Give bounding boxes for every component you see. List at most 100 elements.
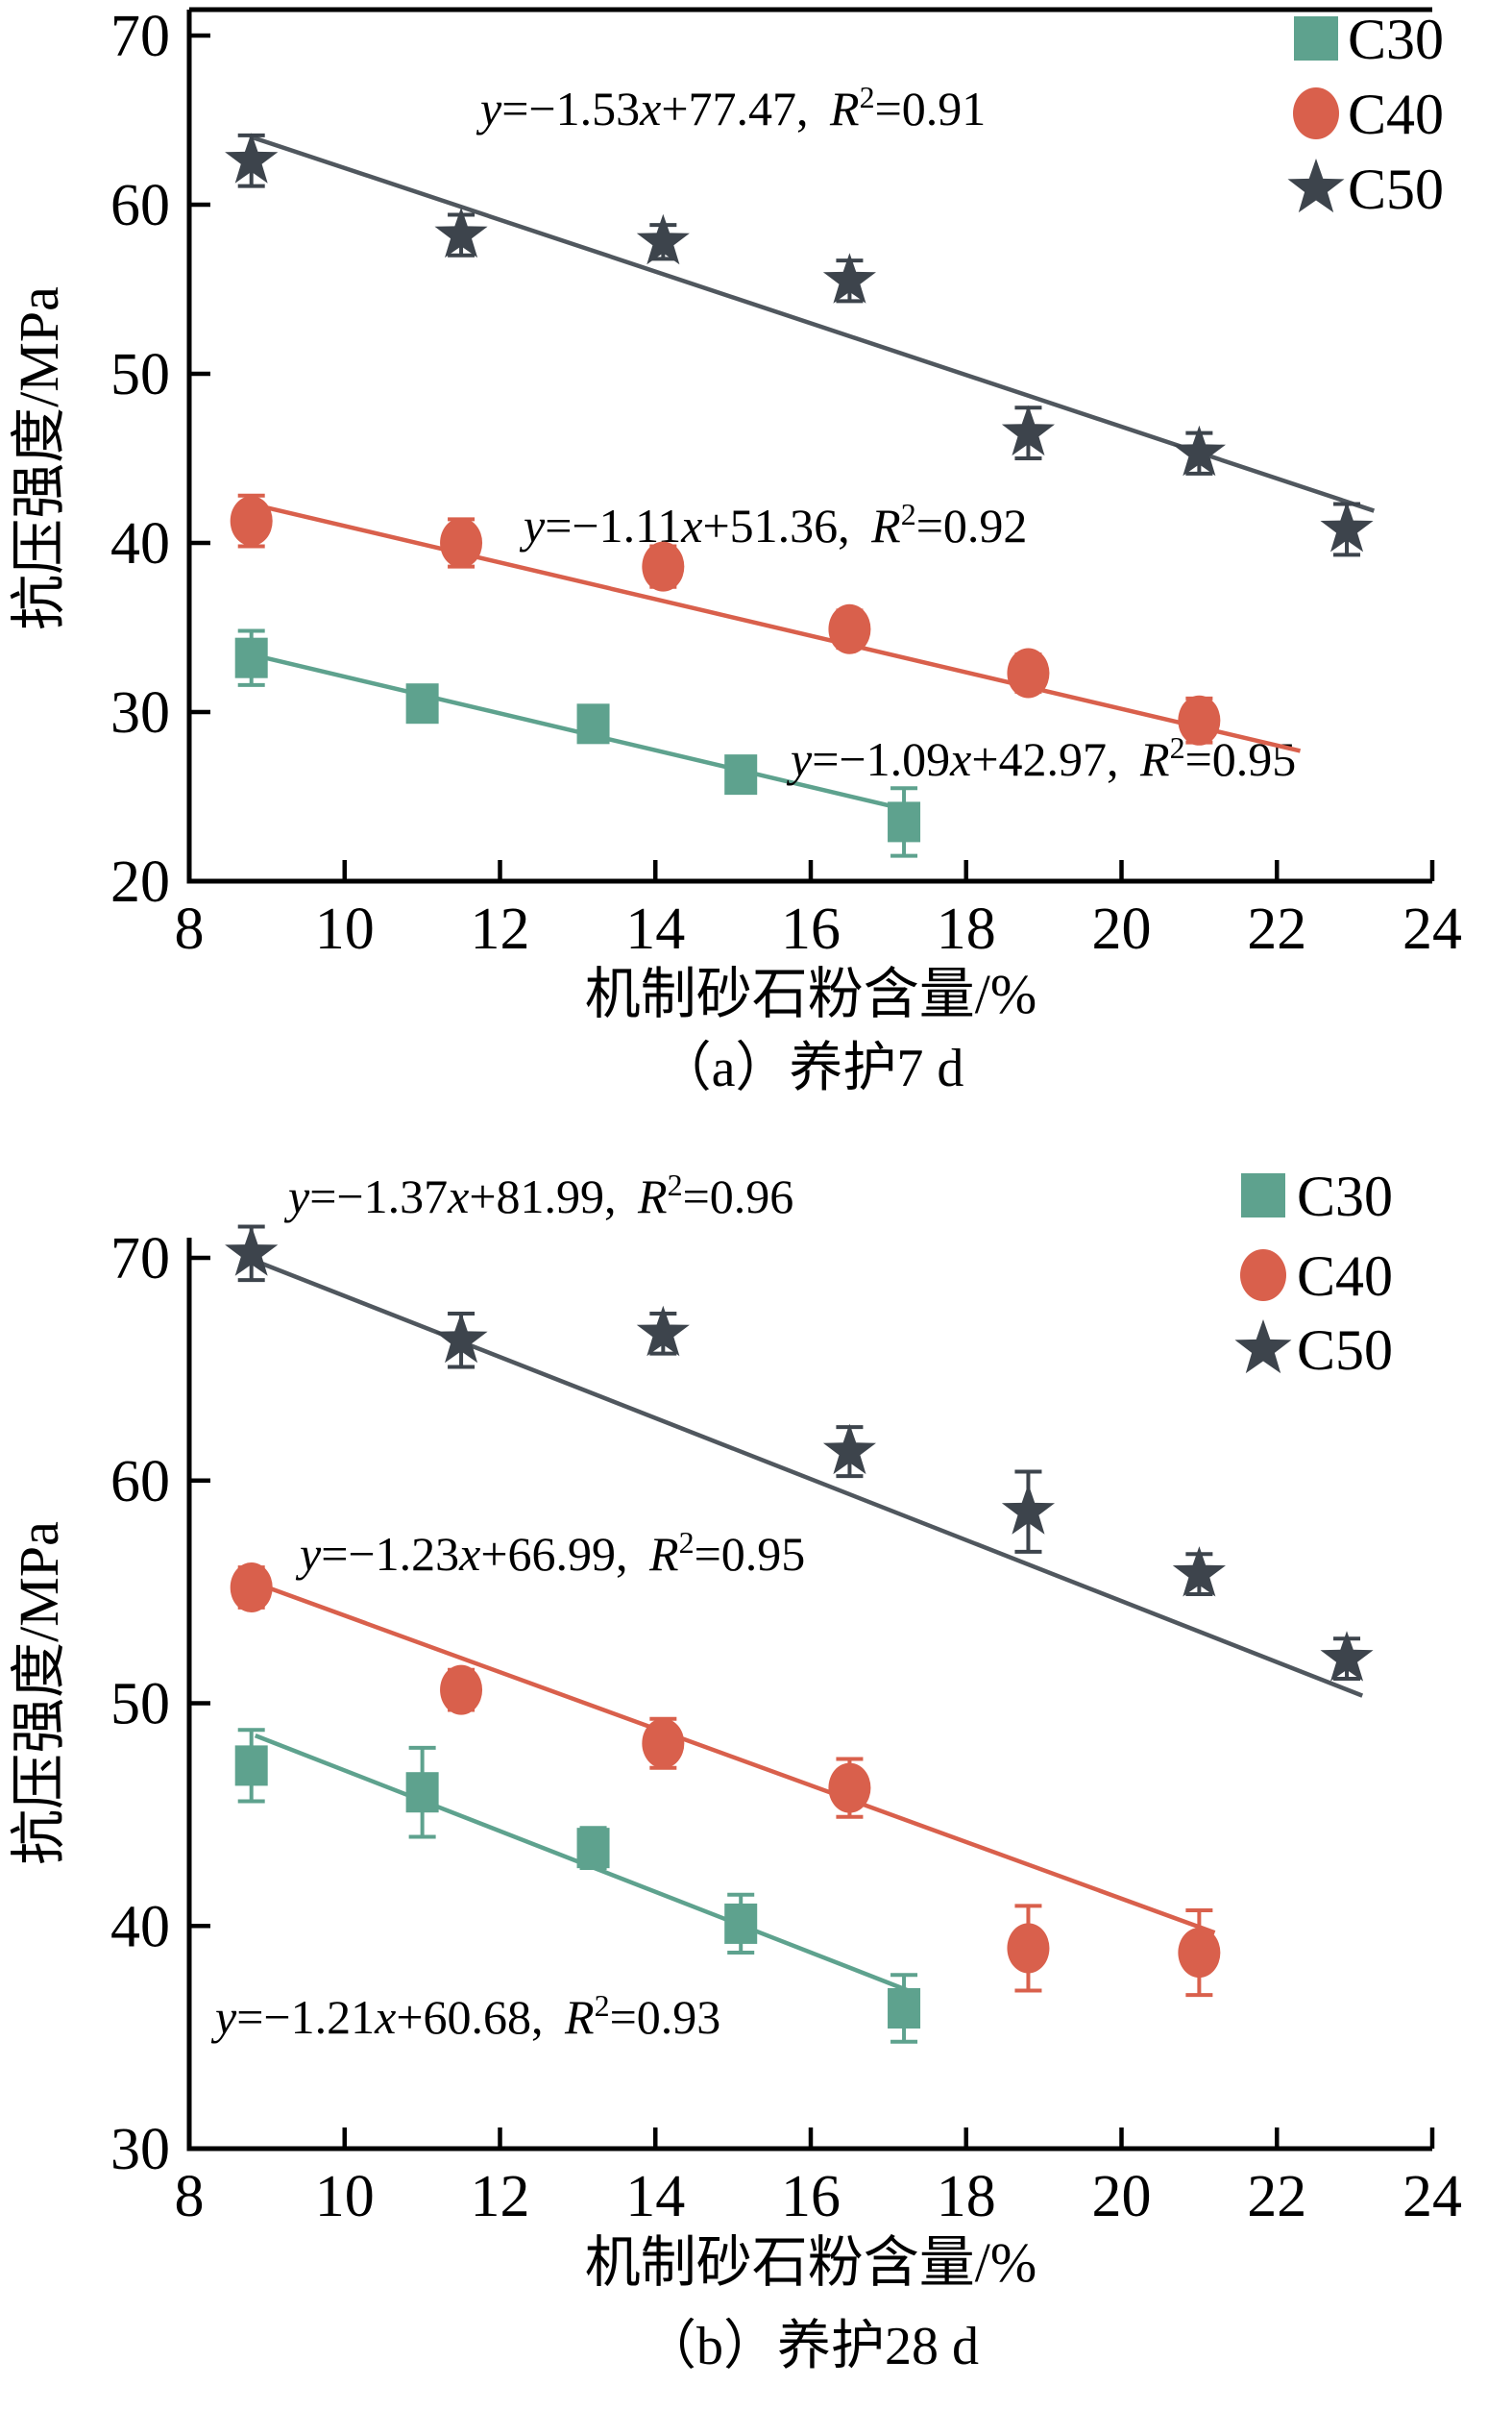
data-point-C30 [724, 1903, 758, 1944]
y-axis-label: 抗压强度/MPa [8, 1521, 70, 1865]
x-tick-label: 20 [1092, 897, 1152, 962]
data-point-C30 [234, 1745, 268, 1786]
x-tick-label: 18 [937, 897, 996, 962]
legend-marker-C40 [1240, 1249, 1286, 1301]
y-tick-label: 50 [110, 342, 170, 407]
data-point-C30 [576, 1828, 610, 1869]
data-point-C50 [225, 1225, 279, 1276]
x-axis-label: 机制砂石粉含量/% [585, 963, 1036, 1025]
data-point-C50 [822, 253, 876, 304]
legend-marker-C30 [1241, 1173, 1285, 1217]
legend-item-C40: C40 [1240, 1244, 1393, 1308]
data-point-C50 [225, 133, 279, 184]
y-tick-label: 60 [110, 1449, 170, 1514]
data-point-C30 [234, 637, 268, 678]
data-point-C40 [230, 1562, 273, 1612]
legend-label-C40: C40 [1297, 1244, 1393, 1308]
data-point-C40 [230, 496, 273, 547]
x-tick-label: 18 [937, 2164, 996, 2229]
data-point-C40 [642, 1718, 685, 1769]
y-tick-label: 30 [110, 2117, 170, 2182]
equation-label-C40: y=−1.11x+51.36, R2=0.92 [519, 497, 1027, 553]
x-tick-label: 8 [175, 897, 205, 962]
chart-panel-b: 8 10 12 14 16 18 20 22 24 30 40 50 60 70 机制砂石粉含量/% 抗压强度… [8, 1165, 1462, 2376]
data-point-C40 [440, 518, 483, 568]
y-tick-label: 70 [110, 4, 170, 69]
equation-label-C30: y=−1.21x+60.68, R2=0.93 [210, 1988, 720, 2044]
data-point-C30 [724, 754, 758, 796]
data-point-C30 [405, 1772, 439, 1813]
fit-line-C40 [254, 1581, 1216, 1935]
data-point-C50 [1172, 1546, 1226, 1597]
data-point-C40 [1007, 1923, 1050, 1974]
data-point-C40 [1178, 695, 1221, 746]
legend-item-C50: C50 [1234, 1318, 1393, 1382]
legend-item-C50: C50 [1287, 158, 1444, 221]
data-point-C50 [1001, 405, 1055, 456]
legend-marker-C50 [1234, 1319, 1292, 1374]
x-tick-label: 16 [781, 2164, 841, 2229]
legend-marker-C50 [1287, 159, 1345, 213]
data-point-C40 [440, 1664, 483, 1715]
y-tick-label: 30 [110, 680, 170, 746]
y-tick-label: 50 [110, 1672, 170, 1737]
x-tick-label: 24 [1402, 897, 1462, 962]
legend-label-C50: C50 [1348, 158, 1444, 221]
y-axis-label: 抗压强度/MPa [8, 286, 70, 630]
data-point-C50 [1320, 1631, 1374, 1682]
data-point-C50 [1001, 1484, 1055, 1535]
x-axis-label: 机制砂石粉含量/% [585, 2231, 1036, 2294]
data-point-C40 [1178, 1928, 1221, 1979]
data-point-C30 [888, 801, 921, 843]
legend-label-C40: C40 [1348, 83, 1444, 146]
x-tick-label: 12 [471, 2164, 530, 2229]
x-tick-label: 8 [175, 2164, 205, 2229]
data-point-C40 [1007, 648, 1050, 699]
y-tick-label: 40 [110, 1894, 170, 1959]
legend-item-C30: C30 [1241, 1165, 1393, 1228]
legend-marker-C30 [1294, 16, 1338, 61]
data-point-C40 [828, 1762, 871, 1813]
legend-item-C40: C40 [1293, 83, 1444, 146]
legend-label-C30: C30 [1297, 1165, 1393, 1228]
x-tick-label: 12 [471, 897, 530, 962]
x-tick-label: 16 [781, 897, 841, 962]
data-point-C50 [636, 213, 690, 265]
subplot-caption: （a）养护7 d [658, 1039, 964, 1098]
fit-line-C40 [251, 502, 1302, 753]
y-tick-label: 20 [110, 849, 170, 915]
data-point-C50 [434, 207, 488, 258]
data-point-C30 [405, 683, 439, 725]
data-point-C50 [636, 1305, 690, 1357]
data-point-C50 [434, 1312, 488, 1364]
equation-label-C30: y=−1.09x+42.97, R2=0.95 [786, 730, 1296, 786]
data-point-C50 [1320, 501, 1374, 553]
legend-label-C50: C50 [1297, 1318, 1393, 1382]
y-tick-label: 40 [110, 511, 170, 577]
x-tick-label: 24 [1402, 2164, 1462, 2229]
legend-marker-C40 [1293, 87, 1339, 139]
legend-label-C30: C30 [1348, 8, 1444, 71]
x-tick-label: 14 [625, 897, 685, 962]
subplot-caption: （b）养护28 d [643, 2317, 979, 2376]
fit-line-C50 [250, 1257, 1364, 1698]
data-point-C30 [576, 703, 610, 745]
legend-item-C30: C30 [1294, 8, 1444, 71]
x-tick-label: 14 [625, 2164, 685, 2229]
data-point-C50 [822, 1423, 876, 1475]
x-tick-label: 10 [315, 2164, 375, 2229]
data-point-C40 [642, 541, 685, 592]
data-point-C30 [888, 1987, 921, 2029]
y-tick-label: 60 [110, 173, 170, 238]
equation-label-C50: y=−1.37x+81.99, R2=0.96 [283, 1168, 793, 1223]
y-tick-label: 70 [110, 1226, 170, 1291]
x-tick-label: 22 [1247, 897, 1306, 962]
x-tick-label: 20 [1092, 2164, 1152, 2229]
chart-panel-a: 8 10 12 14 16 18 20 22 24 20 30 40 50 60 70 机制砂石粉含量/% 抗压… [8, 4, 1462, 1098]
data-point-C40 [828, 603, 871, 654]
data-point-C50 [1172, 425, 1226, 477]
equation-label-C50: y=−1.53x+77.47, R2=0.91 [476, 80, 986, 135]
equation-label-C40: y=−1.23x+66.99, R2=0.95 [295, 1525, 805, 1581]
